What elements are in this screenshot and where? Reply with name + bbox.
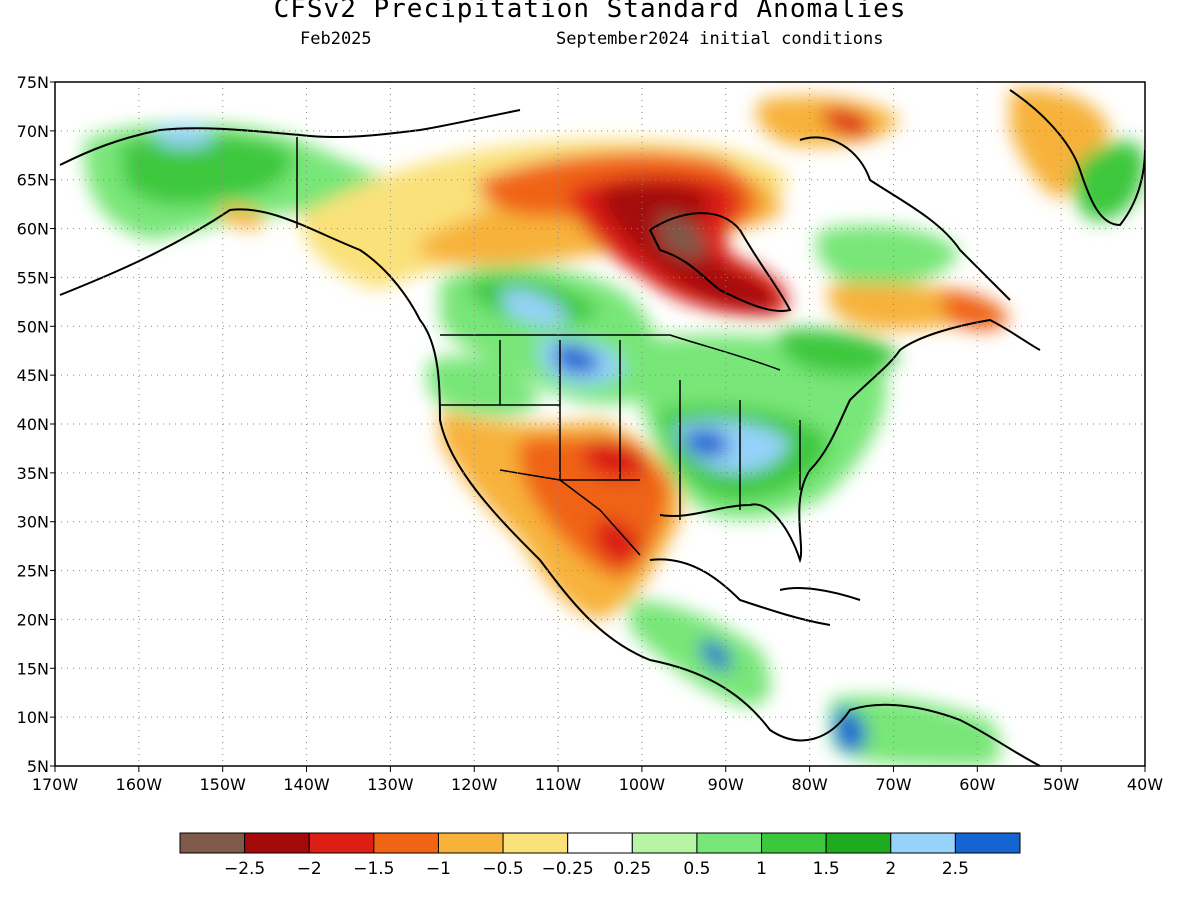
colorbar-swatch bbox=[761, 832, 827, 854]
lon-tick-label: 120W bbox=[451, 775, 498, 794]
colorbar-label: −0.5 bbox=[482, 859, 523, 879]
colorbar-label: −1 bbox=[426, 859, 451, 879]
lat-tick-label: 25N bbox=[17, 562, 49, 581]
lat-tick-label: 75N bbox=[17, 73, 49, 92]
colorbar-label: −2.5 bbox=[224, 859, 265, 879]
colorbar-swatch bbox=[696, 832, 763, 854]
colorbar-label: −1.5 bbox=[353, 859, 394, 879]
lon-tick-label: 40W bbox=[1127, 775, 1163, 794]
initial-conditions: September2024 initial conditions bbox=[556, 29, 884, 49]
colorbar-swatch bbox=[437, 832, 504, 854]
lat-tick-label: 45N bbox=[17, 366, 49, 385]
lon-tick-label: 160W bbox=[116, 775, 163, 794]
colorbar bbox=[179, 832, 1021, 854]
lon-tick-label: 90W bbox=[708, 775, 744, 794]
lon-tick-label: 50W bbox=[1043, 775, 1079, 794]
lon-tick-label: 60W bbox=[959, 775, 995, 794]
colorbar-swatch bbox=[567, 832, 633, 854]
lat-tick-label: 65N bbox=[17, 171, 49, 190]
colorbar-swatch bbox=[825, 832, 892, 854]
coastlines bbox=[59, 89, 1145, 766]
colorbar-label: 1 bbox=[756, 859, 767, 879]
lat-tick-label: 40N bbox=[17, 415, 49, 434]
lon-tick-label: 170W bbox=[32, 775, 79, 794]
lat-tick-label: 10N bbox=[17, 708, 49, 727]
borders bbox=[296, 137, 801, 556]
lon-tick-label: 80W bbox=[792, 775, 828, 794]
lon-tick-label: 110W bbox=[535, 775, 582, 794]
colorbar-swatch bbox=[308, 832, 375, 854]
longitude-labels: 170W 160W 150W 140W 130W 120W 110W 100W 90W 80W 70… bbox=[32, 766, 1163, 794]
lat-tick-label: 5N bbox=[27, 757, 49, 776]
lat-tick-label: 35N bbox=[17, 464, 49, 483]
lat-tick-label: 20N bbox=[17, 610, 49, 629]
lon-tick-label: 150W bbox=[200, 775, 247, 794]
lat-tick-label: 15N bbox=[17, 659, 49, 678]
lat-tick-label: 50N bbox=[17, 317, 49, 336]
lat-tick-label: 30N bbox=[17, 513, 49, 532]
colorbar-swatch bbox=[631, 832, 698, 854]
lon-tick-label: 140W bbox=[283, 775, 330, 794]
colorbar-label: 0.5 bbox=[683, 859, 710, 879]
lon-tick-label: 70W bbox=[875, 775, 911, 794]
map-title: CFSv2 Precipitation Standard Anomalies bbox=[273, 0, 907, 24]
colorbar-label: 1.5 bbox=[813, 859, 840, 879]
colorbar-label: 2.5 bbox=[942, 859, 969, 879]
colorbar-swatch bbox=[244, 832, 310, 854]
colorbar-swatch bbox=[179, 832, 246, 854]
colorbar-label: −0.25 bbox=[542, 859, 594, 879]
colorbar-swatch bbox=[890, 832, 956, 854]
lat-tick-label: 60N bbox=[17, 220, 49, 239]
graticule bbox=[55, 82, 1145, 766]
latitude-labels: 75N 70N 65N 60N 55N 50N 45N 40N 35N 30N 25N 20N 15N 1… bbox=[17, 73, 55, 776]
colorbar-label: 0.25 bbox=[613, 859, 651, 879]
colorbar-swatch bbox=[373, 832, 439, 854]
colorbar-labels: −2.5 −2 −1.5 −1 −0.5 −0.25 0.25 0.5 1 1.5 2 2.5 bbox=[224, 859, 969, 879]
colorbar-label: −2 bbox=[297, 859, 322, 879]
lon-tick-label: 130W bbox=[367, 775, 414, 794]
forecast-month: Feb2025 bbox=[300, 29, 372, 49]
lat-tick-label: 55N bbox=[17, 268, 49, 287]
lon-tick-label: 100W bbox=[619, 775, 666, 794]
lat-tick-label: 70N bbox=[17, 122, 49, 141]
colorbar-swatch bbox=[954, 832, 1021, 854]
colorbar-swatch bbox=[502, 832, 569, 854]
colorbar-label: 2 bbox=[885, 859, 896, 879]
anomaly-field bbox=[55, 82, 1145, 766]
